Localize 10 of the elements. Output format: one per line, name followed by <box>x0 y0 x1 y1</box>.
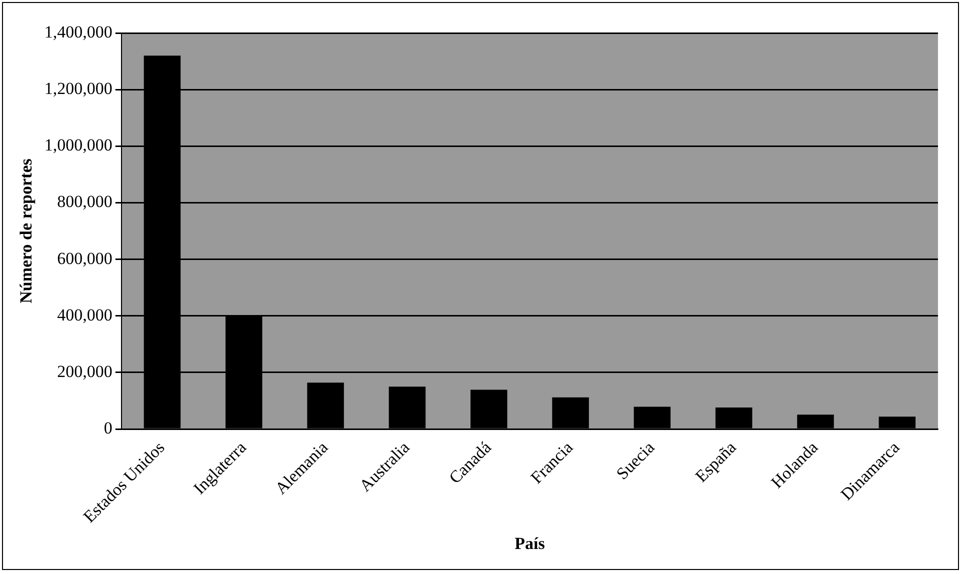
y-tick-label: 1,200,000 <box>44 79 112 98</box>
y-tick-label: 800,000 <box>57 192 112 212</box>
y-tick-label: 1,400,000 <box>44 22 112 42</box>
y-tick-label: 1,000,000 <box>44 136 112 155</box>
y-tick-label: 200,000 <box>57 362 112 381</box>
y-tick-label: 400,000 <box>57 305 112 324</box>
y-tick-label: 600,000 <box>57 248 112 268</box>
y-axis-title: Número de reportes <box>16 158 36 304</box>
y-tick-label: 0 <box>104 418 112 438</box>
x-axis-title: País <box>514 534 546 554</box>
